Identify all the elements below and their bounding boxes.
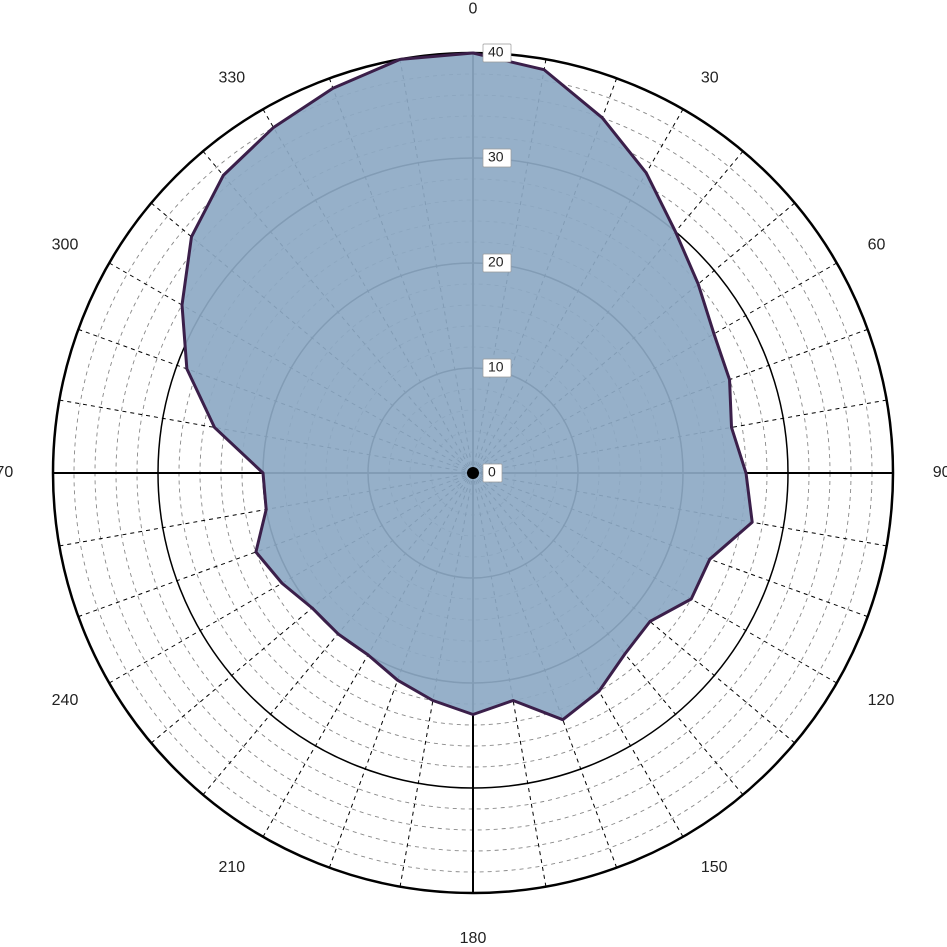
angle-tick-label: 0 xyxy=(469,0,478,17)
center-marker xyxy=(467,467,479,479)
angle-tick-label: 90 xyxy=(933,464,947,481)
radial-tick-label: 30 xyxy=(488,149,504,165)
angle-tick-label: 330 xyxy=(218,70,245,87)
radial-tick-label: 40 xyxy=(488,44,504,60)
angle-tick-label: 120 xyxy=(868,692,895,709)
angle-tick-label: 30 xyxy=(701,70,719,87)
angle-tick-label: 210 xyxy=(218,859,245,876)
radial-tick-label: 20 xyxy=(488,254,504,270)
angle-tick-label: 300 xyxy=(52,236,79,253)
radial-tick-label: 0 xyxy=(488,464,496,480)
angle-tick-label: 150 xyxy=(701,859,728,876)
angle-tick-label: 240 xyxy=(52,692,79,709)
angle-tick-label: 60 xyxy=(868,236,886,253)
angle-tick-label: 180 xyxy=(460,930,487,947)
polar-chart: 0 10 20 30 40 0 30 60 90 120 150 180 210 240 270 300 330 xyxy=(0,0,947,947)
radial-tick-label: 10 xyxy=(488,359,504,375)
angle-tick-label: 270 xyxy=(0,464,13,481)
